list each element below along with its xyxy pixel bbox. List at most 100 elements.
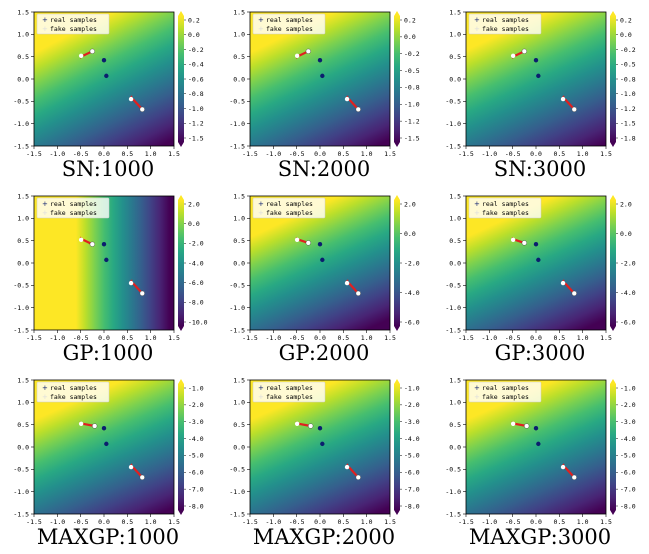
x-tick-label: -0.5 <box>289 334 305 342</box>
heatmap-field <box>466 380 606 514</box>
y-tick-label: 1.0 <box>17 399 29 407</box>
colorbar-tick-label: -8.0 <box>188 299 204 307</box>
x-tick-label: -1.0 <box>482 334 498 342</box>
x-tick-label: 0.0 <box>530 334 542 342</box>
colorbar-tick-label: -0.4 <box>188 61 204 69</box>
colorbar-tick-label: 0.0 <box>620 230 632 238</box>
y-tick-label: 1.0 <box>17 31 29 39</box>
x-tick-label: -0.5 <box>73 334 89 342</box>
colorbar-tick-label: -10.0 <box>188 318 208 326</box>
colorbar-tick-label: -1.0 <box>404 101 420 109</box>
x-tick-label: 0.0 <box>530 150 542 158</box>
fake-sample-point <box>524 423 530 429</box>
colorbar-tick-label: -0.5 <box>620 61 636 69</box>
real-sample-point <box>536 441 541 447</box>
x-tick-label: 1.0 <box>577 518 589 526</box>
fake-sample-point <box>128 464 134 470</box>
colorbar: 2.0 0.0 -2.0 -4.0 -6.0 -8.0 -10.0 <box>178 195 208 331</box>
y-tick-label: -1.0 <box>445 488 461 496</box>
y-tick-label: 0.5 <box>233 237 245 245</box>
legend-label-fake: fake samples <box>482 393 529 401</box>
colorbar-tick-label: 0.2 <box>404 16 416 24</box>
real-sample-point <box>320 441 325 447</box>
colorbar-tick-label: -5.0 <box>620 452 636 460</box>
legend-label-real: real samples <box>50 384 97 392</box>
x-tick-label: 1.5 <box>168 518 180 526</box>
y-tick-label: -1.5 <box>13 510 29 518</box>
y-tick-label: 1.0 <box>233 399 245 407</box>
fake-sample-point <box>308 423 314 429</box>
colorbar-tick-label: -5.0 <box>188 452 204 460</box>
x-tick-label: 0.5 <box>121 150 133 158</box>
fake-sample-point <box>510 53 516 58</box>
colorbar-tick-label: -0.2 <box>404 50 420 58</box>
fake-sample-point <box>92 423 98 429</box>
colorbar-tick-label: -2.0 <box>404 259 420 267</box>
y-tick-label: -0.5 <box>13 466 29 474</box>
x-tick-label: 0.5 <box>337 150 349 158</box>
y-tick-label: 0.5 <box>17 237 29 245</box>
y-tick-label: 0.5 <box>17 421 29 429</box>
x-tick-label: 1.5 <box>168 334 180 342</box>
y-tick-label: -1.5 <box>13 142 29 150</box>
legend-fake-marker: + <box>258 393 264 401</box>
colorbar-tick-label: -8.0 <box>188 502 204 510</box>
x-tick-label: 1.5 <box>600 518 612 526</box>
y-tick-label: 0.0 <box>449 259 461 267</box>
colorbar-tick-label: -2.0 <box>188 401 204 409</box>
legend-label-fake: fake samples <box>266 209 313 217</box>
subplot-chart: -1.5 -1.0 -0.5 0.0 0.5 1.0 1.5 1.5 1.0 0.5 0.0 -0.5… <box>13 192 208 342</box>
colorbar-tick-label: 2.0 <box>404 200 416 208</box>
colorbar-tick-label: 0.0 <box>620 31 632 39</box>
y-tick-label: 1.5 <box>449 8 461 16</box>
y-tick-label: 0.0 <box>233 259 245 267</box>
colorbar-tick-label: -2.0 <box>620 401 636 409</box>
subplot-chart: -1.5 -1.0 -0.5 0.0 0.5 1.0 1.5 1.5 1.0 0.5 0.0 -0.5… <box>13 8 204 158</box>
colorbar-tick-label: -5.0 <box>404 452 420 460</box>
subplot-chart: -1.5 -1.0 -0.5 0.0 0.5 1.0 1.5 1.5 1.0 0.5 0.0 -0.5… <box>445 8 636 158</box>
colorbar-tick-label: -7.0 <box>620 485 636 493</box>
colorbar-tick-label: -3.0 <box>404 418 420 426</box>
y-tick-label: -1.0 <box>13 304 29 312</box>
legend-fake-marker: + <box>474 393 480 401</box>
legend-real-marker: + <box>258 384 264 392</box>
y-tick-label: 1.5 <box>233 192 245 200</box>
colorbar-tick-label: -4.0 <box>188 259 204 267</box>
x-tick-label: 0.0 <box>530 518 542 526</box>
x-tick-label: 1.0 <box>361 518 373 526</box>
legend-real-marker: + <box>258 200 264 208</box>
y-tick-label: -0.5 <box>13 98 29 106</box>
real-sample-point <box>317 426 323 431</box>
subplot-caption: GP:2000 <box>278 341 370 365</box>
legend-label-fake: fake samples <box>266 393 313 401</box>
legend-label-real: real samples <box>266 384 313 392</box>
y-tick-label: -0.5 <box>445 98 461 106</box>
legend-fake-marker: + <box>474 25 480 33</box>
subplot-caption: SN:2000 <box>277 157 371 181</box>
subplot-8: -1.5 -1.0 -0.5 0.0 0.5 1.0 1.5 1.5 1.0 0.5 0.0 -0.5… <box>216 368 432 552</box>
heatmap-field <box>250 12 390 146</box>
y-tick-label: 1.0 <box>233 31 245 39</box>
y-tick-label: 1.5 <box>17 192 29 200</box>
x-tick-label: -1.5 <box>26 518 42 526</box>
fake-sample-point <box>571 474 577 480</box>
x-tick-label: 0.0 <box>314 150 326 158</box>
legend-real-marker: + <box>474 16 480 24</box>
colorbar-tick-label: -7.0 <box>404 485 420 493</box>
x-tick-label: 1.5 <box>384 150 396 158</box>
colorbar-tick-label: -1.2 <box>188 120 204 128</box>
x-tick-label: -1.5 <box>458 334 474 342</box>
subplot-caption: SN:3000 <box>493 157 587 181</box>
fake-sample-point <box>294 421 300 426</box>
x-tick-label: 1.0 <box>577 334 589 342</box>
x-tick-label: -1.5 <box>242 518 258 526</box>
legend-label-real: real samples <box>482 16 529 24</box>
subplot-chart: -1.5 -1.0 -0.5 0.0 0.5 1.0 1.5 1.5 1.0 0.5 0.0 -0.5… <box>13 376 204 526</box>
y-tick-label: 1.0 <box>233 215 245 223</box>
legend-fake-marker: + <box>474 209 480 217</box>
colorbar-tick-label: -8.0 <box>620 502 636 510</box>
y-tick-label: -0.5 <box>229 282 245 290</box>
